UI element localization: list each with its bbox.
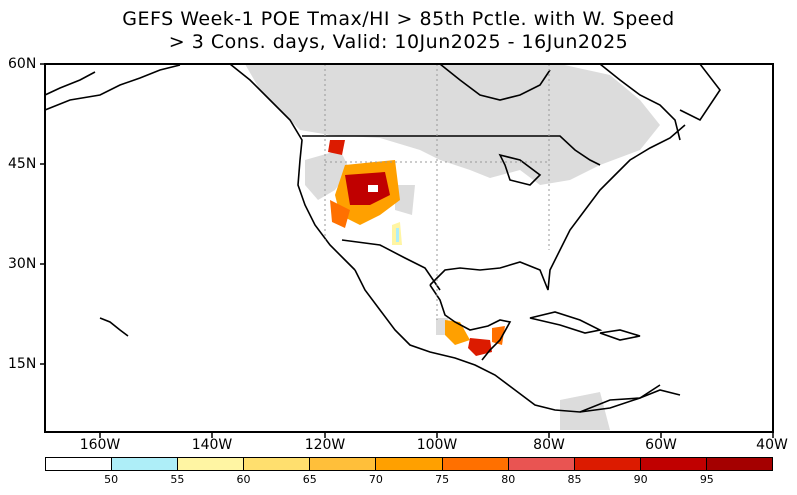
lon-label-80w: 80W (533, 437, 565, 453)
colorbar-tick-label: 95 (699, 473, 714, 486)
colorbar-swatch (244, 458, 311, 470)
axis-ticks (40, 63, 774, 438)
colorbar-tick-label: 70 (368, 473, 383, 486)
lon-label-40w: 40W (756, 437, 788, 453)
border-us-mexico (341, 239, 441, 291)
gray-mask-west (305, 150, 350, 200)
coast-cuba (529, 311, 603, 334)
lon-label-160w: 160W (79, 437, 121, 453)
map-frame (44, 63, 774, 433)
map-title-line2: > 3 Cons. days, Valid: 10Jun2025 - 16Jun… (168, 31, 629, 53)
coast-alaska-west (44, 71, 96, 96)
graticule (324, 64, 550, 320)
lat-label-15n: 15N (8, 356, 37, 372)
map-title-line1: GEFS Week-1 POE Tmax/HI > 85th Pctle. wi… (122, 8, 675, 30)
colorbar-swatch (310, 458, 377, 470)
coast-labrador (599, 63, 681, 141)
colorbar-tick-label: 65 (302, 473, 317, 486)
colorbar-swatch (706, 458, 773, 470)
colorbar-swatch (574, 458, 641, 470)
coast-greenland (640, 63, 721, 122)
lon-label-120w: 120W (304, 437, 346, 453)
gray-mask-rockies (395, 185, 415, 215)
coast-hawaii (99, 317, 129, 337)
colorbar-tick-label: 80 (501, 473, 516, 486)
coast-south-america (579, 389, 681, 413)
colorbar-tick-label: 50 (104, 473, 119, 486)
lat-label-60n: 60N (8, 56, 37, 72)
colorbar-tick-label: 85 (567, 473, 582, 486)
colorbar-tick-label: 60 (236, 473, 251, 486)
coast-hispaniola (599, 329, 641, 341)
lon-label-100w: 100W (416, 437, 458, 453)
colorbar-tick-label: 90 (633, 473, 648, 486)
colorbar-tick-label: 75 (435, 473, 450, 486)
colorbar (45, 457, 773, 471)
colorbar-swatch (46, 458, 113, 470)
lon-label-140w: 140W (191, 437, 233, 453)
colorbar-swatch (640, 458, 707, 470)
heat-area-central-america (445, 320, 505, 356)
coast-pacific-nw (229, 63, 356, 271)
colorbar-swatch (376, 458, 443, 470)
coast-gulf-mexico (429, 284, 512, 361)
colorbar-swatch (112, 458, 179, 470)
coast-great-lakes (498, 153, 542, 186)
coast-hudson (439, 63, 551, 101)
coastlines (44, 63, 721, 413)
colorbar-swatch (508, 458, 575, 470)
colorbar-swatch (442, 458, 509, 470)
colorbar-swatch (178, 458, 245, 470)
lat-label-30n: 30N (8, 256, 37, 272)
lon-label-60w: 60W (645, 437, 677, 453)
lat-label-45n: 45N (8, 156, 37, 172)
coast-alaska (44, 64, 181, 111)
colorbar-tick-label: 55 (170, 473, 185, 486)
heat-area-western-us (328, 140, 402, 245)
gray-mask-canada (245, 64, 660, 185)
coast-gulf-us (429, 124, 686, 291)
border-us-canada (302, 135, 601, 166)
coast-baja (354, 269, 661, 413)
